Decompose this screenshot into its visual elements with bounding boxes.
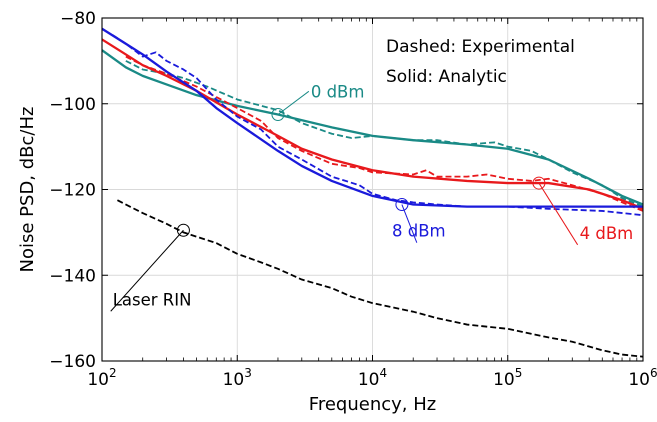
marker-8-dbm: [395, 198, 409, 212]
leader-4-dbm: [538, 182, 579, 246]
annotation-0: Dashed: Experimental: [386, 37, 575, 57]
x-tick-label: 105: [493, 366, 522, 390]
series-8-dbm-experimental-line: [112, 34, 643, 217]
x-axis-title: Frequency, Hz: [309, 394, 436, 415]
leader-laser-rin: [110, 229, 184, 312]
y-tick-label: −120: [49, 181, 96, 201]
y-tick-label: −80: [60, 9, 96, 29]
x-tick-label-exponent: 5: [515, 366, 523, 380]
x-tick-label-base: 10: [493, 370, 515, 390]
x-tick-label: 104: [358, 366, 387, 390]
x-tick-label-exponent: 6: [650, 366, 657, 380]
x-tick-label-base: 10: [628, 370, 650, 390]
series-layer: [102, 27, 643, 358]
x-tick-label-base: 10: [358, 370, 380, 390]
marker-laser-rin: [176, 223, 190, 237]
x-tick-label-exponent: 3: [244, 366, 252, 380]
y-axis-title: Noise PSD, dBc/Hz: [17, 107, 38, 273]
series-label-0-dbm: 0 dBm: [311, 82, 365, 101]
series-labels: 0 dBm 4 dBm 8 dBm Laser RIN: [113, 82, 634, 309]
series-4-dbm-experimental-line: [125, 55, 643, 212]
axis-ticks: [101, 17, 644, 362]
x-tick-label: 102: [87, 366, 116, 390]
marker-4-dbm: [532, 176, 546, 190]
series-label-laser-rin: Laser RIN: [113, 290, 192, 309]
x-tick-label: 103: [223, 366, 252, 390]
y-tick-label: −140: [49, 266, 96, 286]
marker-0-dbm: [271, 107, 285, 121]
x-tick-label-base: 10: [223, 370, 245, 390]
series-label-8-dbm: 8 dBm: [392, 222, 446, 241]
tick-labels: 102 103 104 105 106−80−100−120−140−160: [49, 9, 657, 390]
marker-layer: [110, 90, 579, 312]
annotation-1: Solid: Analytic: [386, 67, 507, 87]
annotations: Dashed: Experimental Solid: Analytic: [386, 37, 575, 87]
x-tick-label: 106: [628, 366, 657, 390]
series-laser-rin-experimental-line: [117, 199, 643, 358]
y-tick-label: −100: [49, 95, 96, 115]
y-tick-label: −160: [49, 352, 96, 372]
series-label-4-dbm: 4 dBm: [580, 224, 634, 243]
x-tick-label-base: 10: [87, 370, 109, 390]
x-tick-label-exponent: 4: [380, 366, 388, 380]
series-8-dbm-analytic-line: [102, 27, 643, 208]
series-0-dbm-analytic-line: [102, 49, 643, 206]
x-tick-label-exponent: 2: [109, 366, 117, 380]
series-4-dbm-analytic-line: [102, 38, 643, 210]
leader-8-dbm: [401, 204, 418, 243]
